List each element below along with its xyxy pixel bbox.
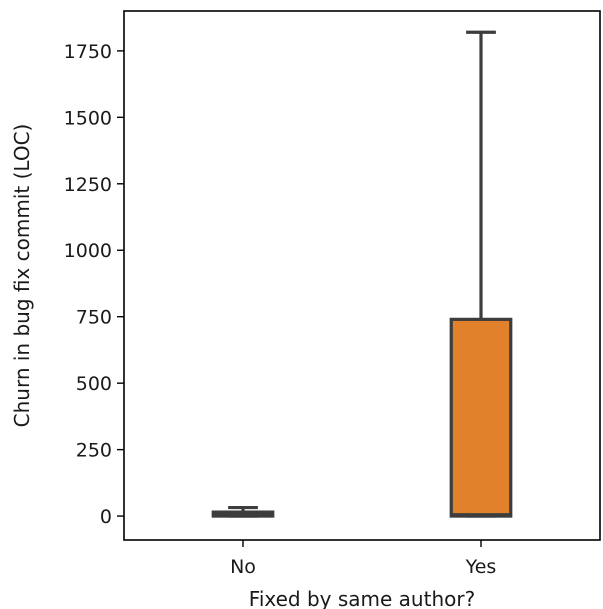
y-tick-label: 1750 (64, 41, 112, 63)
box-body (449, 317, 513, 518)
box-series (211, 30, 513, 518)
x-axis: No Yes (230, 540, 496, 578)
y-tick-label: 750 (76, 307, 112, 329)
y-tick-label: 250 (76, 440, 112, 462)
y-tick-label: 1500 (64, 107, 112, 129)
plot-area (123, 10, 601, 541)
y-axis: 0 250 500 750 1000 1250 1500 1750 (64, 41, 124, 528)
y-axis-label: Churn in bug fix commit (LOC) (10, 124, 34, 428)
y-tick-label: 500 (76, 373, 112, 395)
y-tick-label: 1000 (64, 240, 112, 262)
y-tick-label: 0 (100, 506, 112, 528)
y-tick-label: 1250 (64, 174, 112, 196)
box-yes (449, 30, 513, 518)
plot-frame (123, 10, 601, 541)
x-axis-label: Fixed by same author? (249, 587, 475, 609)
x-tick-label: Yes (465, 556, 497, 578)
x-tick-label: No (230, 556, 256, 578)
box-no (211, 505, 275, 518)
